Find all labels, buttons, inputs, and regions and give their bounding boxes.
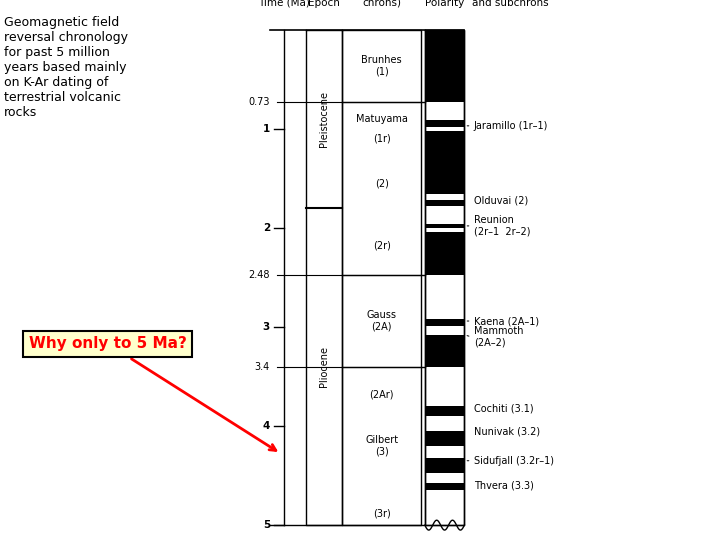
- Text: Matuyama: Matuyama: [356, 114, 408, 124]
- Bar: [425, 319, 464, 326]
- Text: (2Ar): (2Ar): [369, 389, 394, 400]
- Bar: [425, 490, 464, 525]
- Text: 0.73: 0.73: [248, 97, 270, 107]
- Text: (3r): (3r): [373, 508, 390, 518]
- Bar: [425, 431, 464, 446]
- Text: Cochiti (3.1): Cochiti (3.1): [474, 403, 534, 413]
- Bar: [425, 232, 464, 275]
- Text: Mammoth
(2A–2): Mammoth (2A–2): [474, 326, 523, 348]
- Bar: [425, 206, 464, 224]
- Bar: [425, 120, 464, 127]
- Text: 2.48: 2.48: [248, 271, 270, 280]
- Text: Thvera (3.3): Thvera (3.3): [474, 481, 534, 490]
- Text: Gauss
(2A): Gauss (2A): [366, 310, 397, 332]
- Bar: [425, 194, 464, 200]
- Text: 5: 5: [263, 520, 270, 530]
- Text: Why only to 5 Ma?: Why only to 5 Ma?: [29, 336, 276, 450]
- Text: 4: 4: [263, 421, 270, 431]
- Bar: [425, 458, 464, 472]
- Bar: [425, 367, 464, 406]
- Text: (2): (2): [374, 178, 389, 188]
- Text: Epoch: Epoch: [308, 0, 340, 8]
- Bar: [425, 127, 464, 131]
- Text: Brunhes
(1): Brunhes (1): [361, 55, 402, 77]
- Text: Reunion
(2r–1  2r–2): Reunion (2r–1 2r–2): [474, 215, 530, 237]
- Text: (Polarity
chrons): (Polarity chrons): [360, 0, 403, 8]
- Bar: [425, 326, 464, 335]
- Bar: [425, 472, 464, 483]
- Text: Jaramillo (1r–1): Jaramillo (1r–1): [474, 121, 548, 131]
- Bar: [425, 335, 464, 367]
- Text: 1: 1: [263, 124, 270, 134]
- Text: Kaena (2A–1): Kaena (2A–1): [474, 316, 539, 326]
- Bar: [425, 228, 464, 232]
- Bar: [425, 131, 464, 194]
- Bar: [425, 446, 464, 458]
- Text: Gilbert
(3): Gilbert (3): [365, 435, 398, 457]
- Text: 2: 2: [263, 223, 270, 233]
- Text: Time (Ma): Time (Ma): [258, 0, 310, 8]
- Text: Olduvai (2): Olduvai (2): [474, 195, 528, 205]
- Text: Sidufjall (3.2r–1): Sidufjall (3.2r–1): [474, 456, 554, 465]
- Text: 3: 3: [263, 322, 270, 332]
- Bar: [425, 30, 464, 102]
- Text: Polarity chrons
and subchrons: Polarity chrons and subchrons: [472, 0, 549, 8]
- Bar: [425, 275, 464, 319]
- Bar: [425, 102, 464, 120]
- Text: Pliocene: Pliocene: [319, 346, 329, 387]
- Bar: [425, 200, 464, 206]
- Bar: [425, 406, 464, 416]
- Text: Nunivak (3.2): Nunivak (3.2): [474, 426, 540, 436]
- Text: (2r): (2r): [373, 241, 390, 251]
- Bar: [425, 416, 464, 431]
- Text: Polarity: Polarity: [425, 0, 464, 8]
- Bar: [425, 483, 464, 490]
- Text: 3.4: 3.4: [255, 362, 270, 372]
- Text: (1r): (1r): [373, 134, 390, 144]
- Text: Geomagnetic field
reversal chronology
for past 5 million
years based mainly
on K: Geomagnetic field reversal chronology fo…: [4, 16, 127, 119]
- Bar: [425, 224, 464, 228]
- Text: Pleistocene: Pleistocene: [319, 91, 329, 147]
